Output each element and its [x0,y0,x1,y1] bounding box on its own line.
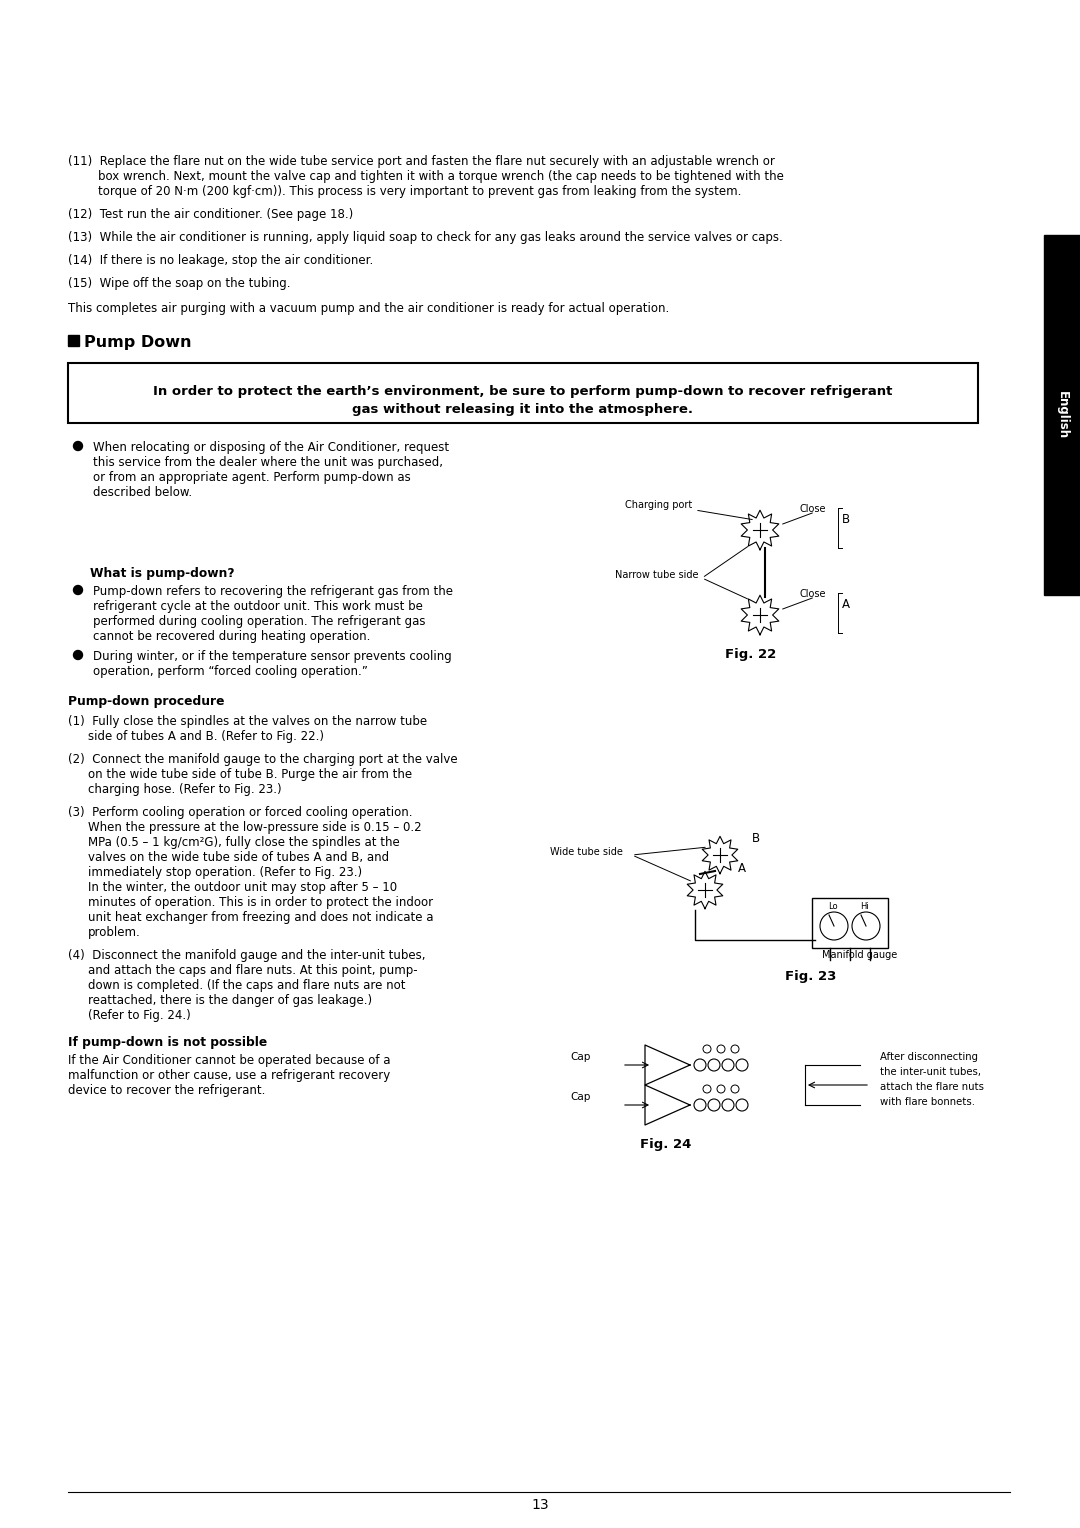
Text: In the winter, the outdoor unit may stop after 5 – 10: In the winter, the outdoor unit may stop… [87,882,397,894]
Text: Hi: Hi [860,902,868,911]
Bar [1044,235,1080,594]
Text: Pump-down refers to recovering the refrigerant gas from the: Pump-down refers to recovering the refri… [93,585,453,597]
Text: (Refer to Fig. 24.): (Refer to Fig. 24.) [87,1008,191,1022]
Text: Fig. 24: Fig. 24 [640,1138,691,1151]
Text: down is completed. (If the caps and flare nuts are not: down is completed. (If the caps and flar… [87,979,405,992]
Text: this service from the dealer where the unit was purchased,: this service from the dealer where the u… [93,455,443,469]
Text: (13)  While the air conditioner is running, apply liquid soap to check for any g: (13) While the air conditioner is runnin… [68,231,783,244]
Text: performed during cooling operation. The refrigerant gas: performed during cooling operation. The … [93,614,426,628]
Text: or from an appropriate agent. Perform pump-down as: or from an appropriate agent. Perform pu… [93,471,410,484]
Text: on the wide tube side of tube B. Purge the air from the: on the wide tube side of tube B. Purge t… [87,769,413,781]
Text: This completes air purging with a vacuum pump and the air conditioner is ready f: This completes air purging with a vacuum… [68,303,670,315]
Text: If the Air Conditioner cannot be operated because of a: If the Air Conditioner cannot be operate… [68,1054,391,1067]
Text: When the pressure at the low-pressure side is 0.15 – 0.2: When the pressure at the low-pressure si… [87,821,421,834]
Text: refrigerant cycle at the outdoor unit. This work must be: refrigerant cycle at the outdoor unit. T… [93,601,423,613]
Text: (11)  Replace the flare nut on the wide tube service port and fasten the flare n: (11) Replace the flare nut on the wide t… [68,154,774,168]
Bar [68,364,978,423]
Text: minutes of operation. This is in order to protect the indoor: minutes of operation. This is in order t… [87,895,433,909]
Text: English: English [1055,391,1068,439]
Circle shape [73,651,82,660]
Text: side of tubes A and B. (Refer to Fig. 22.): side of tubes A and B. (Refer to Fig. 22… [87,730,324,743]
Text: with flare bonnets.: with flare bonnets. [880,1097,975,1106]
Text: gas without releasing it into the atmosphere.: gas without releasing it into the atmosp… [352,403,693,416]
Bar [812,898,888,947]
Text: problem.: problem. [87,926,140,940]
Text: MPa (0.5 – 1 kg/cm²G), fully close the spindles at the: MPa (0.5 – 1 kg/cm²G), fully close the s… [87,836,400,850]
Text: operation, perform “forced cooling operation.”: operation, perform “forced cooling opera… [93,665,368,678]
Text: Close: Close [800,504,826,513]
Text: Fig. 23: Fig. 23 [785,970,836,983]
Text: (4)  Disconnect the manifold gauge and the inter-unit tubes,: (4) Disconnect the manifold gauge and th… [68,949,426,963]
Text: Pump Down: Pump Down [84,335,191,350]
Text: What is pump-down?: What is pump-down? [90,567,234,581]
Text: (15)  Wipe off the soap on the tubing.: (15) Wipe off the soap on the tubing. [68,277,291,290]
Circle shape [73,585,82,594]
Text: Lo: Lo [828,902,838,911]
Text: When relocating or disposing of the Air Conditioner, request: When relocating or disposing of the Air … [93,442,449,454]
Text: (14)  If there is no leakage, stop the air conditioner.: (14) If there is no leakage, stop the ai… [68,254,374,267]
Text: Narrow tube side: Narrow tube side [615,570,699,581]
Text: During winter, or if the temperature sensor prevents cooling: During winter, or if the temperature sen… [93,649,451,663]
Text: (1)  Fully close the spindles at the valves on the narrow tube: (1) Fully close the spindles at the valv… [68,715,427,727]
Text: Cap: Cap [570,1051,591,1062]
Text: reattached, there is the danger of gas leakage.): reattached, there is the danger of gas l… [87,995,373,1007]
Text: After disconnecting: After disconnecting [880,1051,978,1062]
Text: A: A [738,862,746,876]
Circle shape [73,442,82,451]
Text: Charging port: Charging port [625,500,692,510]
Text: Close: Close [800,588,826,599]
Text: described below.: described below. [93,486,192,500]
Text: Manifold gauge: Manifold gauge [822,950,897,960]
Text: B: B [842,513,850,526]
Text: (3)  Perform cooling operation or forced cooling operation.: (3) Perform cooling operation or forced … [68,805,413,819]
Text: device to recover the refrigerant.: device to recover the refrigerant. [68,1083,266,1097]
Text: immediately stop operation. (Refer to Fig. 23.): immediately stop operation. (Refer to Fi… [87,866,362,879]
Text: the inter-unit tubes,: the inter-unit tubes, [880,1067,981,1077]
Text: charging hose. (Refer to Fig. 23.): charging hose. (Refer to Fig. 23.) [87,782,282,796]
Text: Pump-down procedure: Pump-down procedure [68,695,225,707]
Text: In order to protect the earth’s environment, be sure to perform pump-down to rec: In order to protect the earth’s environm… [153,385,893,397]
Text: unit heat exchanger from freezing and does not indicate a: unit heat exchanger from freezing and do… [87,911,433,924]
Text: (12)  Test run the air conditioner. (See page 18.): (12) Test run the air conditioner. (See … [68,208,353,222]
Text: A: A [842,597,850,611]
Bar [68,335,79,345]
Text: valves on the wide tube side of tubes A and B, and: valves on the wide tube side of tubes A … [87,851,389,863]
Text: (2)  Connect the manifold gauge to the charging port at the valve: (2) Connect the manifold gauge to the ch… [68,753,458,766]
Text: 13: 13 [531,1497,549,1513]
Text: Fig. 22: Fig. 22 [725,648,777,662]
Text: malfunction or other cause, use a refrigerant recovery: malfunction or other cause, use a refrig… [68,1070,390,1082]
Text: torque of 20 N·m (200 kgf·cm)). This process is very important to prevent gas fr: torque of 20 N·m (200 kgf·cm)). This pro… [98,185,741,199]
Text: attach the flare nuts: attach the flare nuts [880,1082,984,1093]
Text: B: B [752,833,760,845]
Text: Cap: Cap [570,1093,591,1102]
Text: box wrench. Next, mount the valve cap and tighten it with a torque wrench (the c: box wrench. Next, mount the valve cap an… [98,170,784,183]
Text: cannot be recovered during heating operation.: cannot be recovered during heating opera… [93,630,370,643]
Text: and attach the caps and flare nuts. At this point, pump-: and attach the caps and flare nuts. At t… [87,964,418,976]
Text: If pump-down is not possible: If pump-down is not possible [68,1036,267,1050]
Text: Wide tube side: Wide tube side [550,847,623,857]
